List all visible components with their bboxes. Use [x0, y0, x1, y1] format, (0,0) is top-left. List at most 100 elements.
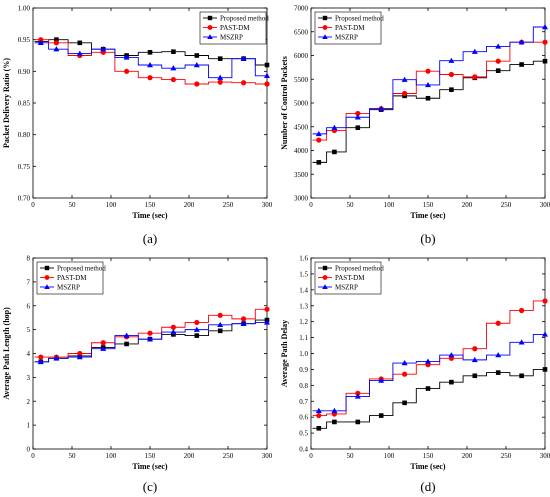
x-tick-label: 150 — [423, 452, 434, 460]
data-point — [194, 333, 200, 338]
panel-label: (c) — [143, 479, 157, 494]
y-tick-label: 1.3 — [299, 302, 308, 310]
data-point — [448, 71, 454, 78]
x-tick-label: 50 — [69, 452, 77, 460]
x-tick-label: 50 — [347, 201, 355, 209]
legend-label: Proposed method — [220, 14, 269, 22]
series-proposed-method — [312, 58, 548, 165]
data-point — [53, 46, 60, 52]
legend-marker — [322, 275, 328, 280]
data-point — [425, 81, 431, 88]
data-point — [76, 354, 83, 360]
data-point — [401, 360, 408, 366]
data-point — [425, 386, 431, 391]
x-tick-label: 100 — [384, 201, 395, 209]
y-tick-label: 1.6 — [299, 255, 308, 263]
series-line — [34, 39, 267, 66]
data-point — [100, 345, 107, 351]
data-point — [124, 341, 129, 347]
y-tick-label: 7 — [27, 278, 31, 286]
y-tick-label: 3500 — [294, 171, 309, 179]
y-tick-label: 0.8 — [299, 382, 308, 390]
y-tick-label: 1.00 — [18, 5, 31, 13]
legend-marker — [322, 284, 328, 289]
series-line — [312, 300, 545, 417]
y-tick-label: 0.90 — [18, 68, 31, 76]
x-tick-label: 0 — [309, 452, 313, 460]
legend-label: PAST-DM — [57, 274, 87, 282]
legend-marker — [44, 265, 50, 271]
data-point — [355, 110, 361, 117]
series-line — [312, 368, 545, 429]
data-point — [194, 53, 200, 58]
data-point — [264, 306, 270, 312]
x-tick-label: 100 — [106, 201, 117, 209]
data-point — [53, 40, 60, 46]
x-tick-label: 200 — [462, 452, 473, 460]
data-point — [147, 62, 153, 68]
legend-label: Proposed method — [335, 264, 384, 272]
data-point — [77, 40, 83, 46]
data-point — [542, 24, 548, 30]
data-point — [472, 373, 478, 379]
x-tick-label: 300 — [262, 201, 273, 209]
x-tick-label: 250 — [501, 452, 512, 460]
y-axis-label: Packet Delivery Ratio (%) — [2, 58, 11, 148]
y-tick-label: 1.1 — [299, 334, 308, 342]
data-point — [425, 68, 431, 74]
series-past-dm — [34, 306, 270, 360]
data-point — [240, 320, 247, 326]
data-point — [240, 55, 247, 61]
x-tick-label: 300 — [262, 452, 273, 460]
data-point — [495, 68, 501, 73]
legend-marker — [44, 284, 50, 289]
data-point — [194, 81, 200, 87]
data-point — [402, 400, 407, 406]
y-tick-label: 1.2 — [299, 318, 308, 326]
x-tick-label: 100 — [384, 452, 395, 460]
series-mszrp — [312, 331, 548, 413]
series-mszrp — [312, 24, 548, 137]
chart-panel-2: 0 50 100 150 200 250 300 3000 3500 4000 4500 5000 55… — [280, 5, 550, 247]
data-point — [264, 319, 270, 325]
data-point — [123, 54, 130, 60]
y-axis-label: Average Path Length (hop) — [2, 307, 11, 400]
data-point — [332, 149, 337, 155]
y-tick-label: 4500 — [294, 123, 309, 131]
data-point — [378, 377, 385, 383]
data-point — [315, 130, 322, 137]
data-point — [316, 160, 322, 165]
data-point — [171, 332, 176, 337]
legend-label: MSZRP — [220, 33, 243, 41]
data-point — [77, 350, 83, 357]
x-tick-label: 300 — [540, 452, 550, 460]
data-point — [331, 407, 338, 413]
data-point — [217, 312, 223, 318]
legend-label: MSZRP — [335, 283, 358, 291]
data-point — [194, 319, 200, 326]
data-point — [147, 75, 153, 81]
data-point — [264, 81, 270, 87]
data-point — [471, 48, 478, 54]
data-point — [354, 114, 361, 120]
data-point — [100, 340, 106, 346]
y-tick-label: 1.4 — [299, 286, 308, 294]
data-point — [542, 331, 548, 337]
x-tick-label: 0 — [31, 452, 35, 460]
data-point — [542, 58, 548, 64]
data-point — [518, 39, 525, 45]
y-tick-label: 5 — [27, 326, 31, 334]
data-point — [378, 413, 384, 418]
x-tick-label: 250 — [223, 201, 234, 209]
data-point — [402, 371, 408, 377]
chart-panel-1: 0 50 100 150 200 250 300 0.70 0.75 0.80 0.85 0.90 0.… — [2, 5, 273, 247]
x-tick-label: 0 — [309, 201, 313, 209]
data-point — [425, 358, 431, 364]
data-point — [448, 57, 455, 63]
data-point — [519, 373, 524, 379]
y-axis-label: Number of Control Packets — [280, 56, 289, 150]
